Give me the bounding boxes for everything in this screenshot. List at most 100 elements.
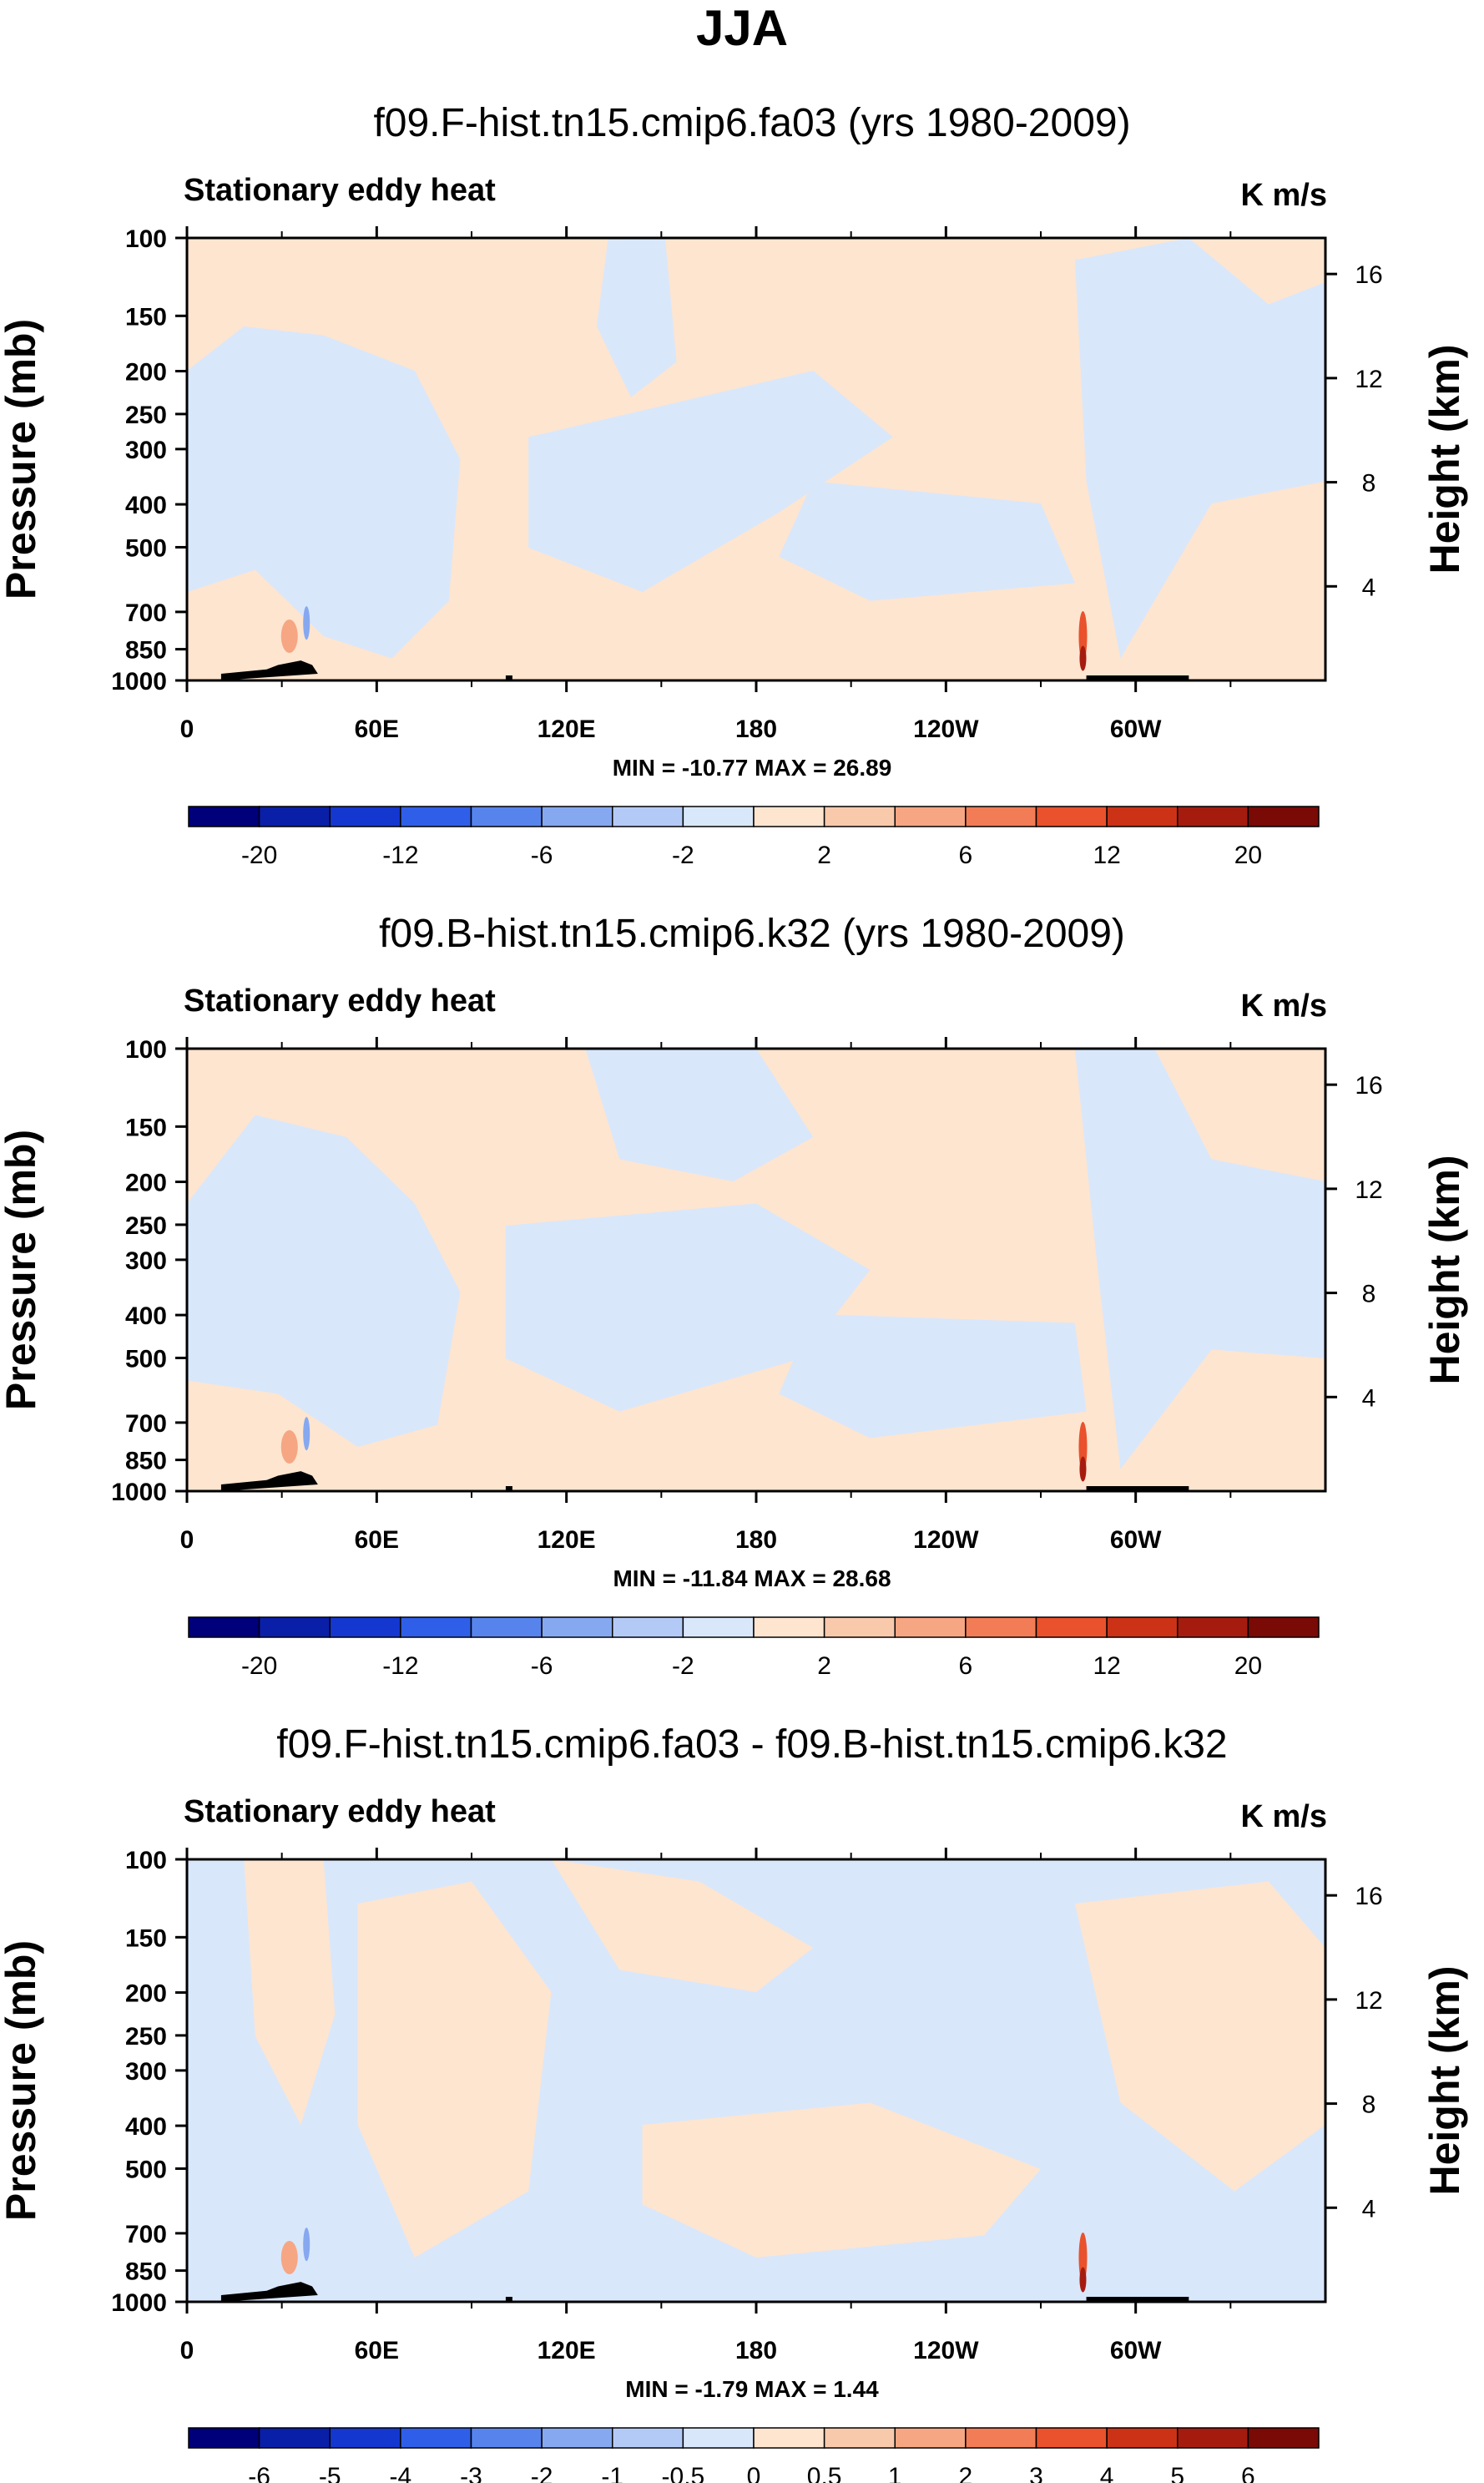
topography (505, 2297, 512, 2302)
y-right-tick-label: 8 (1362, 470, 1376, 498)
colorbar-box (258, 1616, 331, 1638)
x-tick-label: 0 (180, 1526, 194, 1554)
colorbar-label: 2 (959, 2463, 973, 2483)
colorbar-label: 2 (817, 1652, 831, 1680)
cool-region (1074, 1049, 1325, 1469)
colorbar-box (682, 2427, 755, 2449)
y-tick-label: 250 (125, 402, 167, 429)
colorbar-label: 6 (1241, 2463, 1255, 2483)
strong-anomaly (303, 606, 310, 640)
min-max-stats: MIN = -1.79 MAX = 1.44 (625, 2376, 879, 2402)
colorbar-box (1035, 1616, 1108, 1638)
cool-region (187, 326, 461, 659)
colorbar-label: 12 (1093, 842, 1120, 869)
colorbar-box (1247, 2427, 1320, 2449)
y-right-axis-title: Height (km) (1421, 1156, 1468, 1385)
colorbar-label: 3 (1029, 2463, 1043, 2483)
x-tick-label: 120W (913, 2337, 979, 2364)
x-tick-label: 120E (538, 716, 596, 743)
colorbar-box (965, 1616, 1037, 1638)
colorbar-box (188, 806, 260, 827)
colorbar-box (541, 2427, 613, 2449)
y-tick-label: 500 (125, 2156, 167, 2183)
y-tick-label: 100 (125, 1036, 167, 1064)
cool-region (585, 1049, 814, 1181)
colorbar-box (400, 1616, 472, 1638)
y-tick-label: 1000 (111, 2289, 167, 2317)
cool-region (528, 371, 893, 592)
colorbar-box (823, 806, 896, 827)
y-tick-label: 500 (125, 534, 167, 562)
colorbar-label: -6 (531, 1652, 553, 1680)
colorbar: -6 -5 -4 -3 -2 -1 -0.5 0 0.5 1 2 3 4 5 6 (188, 2427, 1320, 2483)
left-string: Stationary eddy heat (184, 173, 496, 208)
cool-region (779, 481, 1075, 601)
topography (220, 2282, 318, 2302)
colorbar-label: 5 (1170, 2463, 1184, 2483)
colorbar-label: -5 (319, 2463, 341, 2483)
contour-field (187, 238, 1325, 680)
y-right-tick-label: 4 (1362, 574, 1376, 601)
y-axis-title: Pressure (mb) (0, 319, 44, 599)
min-max-stats: MIN = -11.84 MAX = 28.68 (613, 1565, 891, 1591)
y-tick-label: 150 (125, 303, 167, 331)
y-right-axis-title: Height (km) (1421, 345, 1468, 574)
y-tick-label: 400 (125, 492, 167, 519)
colorbar-label: -6 (531, 842, 553, 869)
strong-anomaly (1079, 2267, 1087, 2293)
colorbar-box (1106, 806, 1179, 827)
warm-region (551, 1859, 814, 1992)
y-tick-label: 400 (125, 1302, 167, 1330)
colorbar: -20 -12 -6 -2 2 6 12 20 (188, 806, 1320, 869)
y-tick-label: 850 (125, 2258, 167, 2286)
colorbar-box (682, 1616, 755, 1638)
colorbar-box (470, 806, 543, 827)
topography (505, 1486, 512, 1491)
x-tick-label: 0 (180, 716, 194, 743)
colorbar-box (612, 1616, 684, 1638)
y-tick-label: 700 (125, 1410, 167, 1438)
colorbar: -20 -12 -6 -2 2 6 12 20 (188, 1616, 1320, 1680)
colorbar-label: 4 (1100, 2463, 1114, 2483)
cool-region (187, 1115, 461, 1447)
x-tick-label: 120E (538, 2337, 596, 2364)
colorbar-label: -1 (601, 2463, 623, 2483)
cool-region (779, 1314, 1087, 1439)
colorbar-box (1177, 1616, 1249, 1638)
colorbar-label: -2 (672, 1652, 694, 1680)
colorbar-box (258, 2427, 331, 2449)
y-tick-label: 150 (125, 1924, 167, 1952)
y-tick-label: 150 (125, 1114, 167, 1141)
colorbar-box (612, 2427, 684, 2449)
colorbar-label: 2 (817, 842, 831, 869)
colorbar-box (188, 2427, 260, 2449)
colorbar-box (894, 1616, 967, 1638)
x-tick-label: 180 (735, 2337, 777, 2364)
x-tick-label: 60W (1110, 1526, 1162, 1554)
colorbar-box (612, 806, 684, 827)
colorbar-label: -2 (672, 842, 694, 869)
y-axis-title: Pressure (mb) (0, 1130, 44, 1410)
colorbar-label: 0 (747, 2463, 761, 2483)
y-tick-label: 400 (125, 2113, 167, 2141)
y-right-tick-label: 8 (1362, 1281, 1376, 1308)
colorbar-box (541, 806, 613, 827)
x-tick-label: 60E (355, 2337, 399, 2364)
x-tick-label: 180 (735, 1526, 777, 1554)
right-string: K m/s (1241, 178, 1327, 213)
warm-region (357, 1881, 552, 2258)
colorbar-label: -0.5 (662, 2463, 705, 2483)
right-string: K m/s (1241, 1799, 1327, 1834)
colorbar-box (753, 1616, 825, 1638)
chart-panel-2: f09.B-hist.tn15.cmip6.k32 (yrs 1980-2009… (0, 912, 1468, 1680)
colorbar-box (1035, 806, 1108, 827)
topography (1086, 675, 1189, 680)
x-tick-label: 0 (180, 2337, 194, 2364)
y-axis-title: Pressure (mb) (0, 1940, 44, 2221)
colorbar-box (329, 806, 401, 827)
x-tick-label: 180 (735, 716, 777, 743)
colorbar-label: 1 (888, 2463, 902, 2483)
y-tick-label: 300 (125, 1247, 167, 1275)
y-tick-label: 100 (125, 225, 167, 253)
